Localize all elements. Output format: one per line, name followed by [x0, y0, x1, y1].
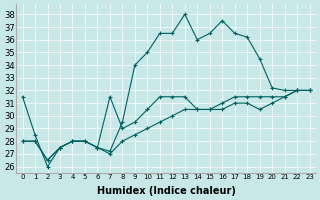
- X-axis label: Humidex (Indice chaleur): Humidex (Indice chaleur): [97, 186, 236, 196]
